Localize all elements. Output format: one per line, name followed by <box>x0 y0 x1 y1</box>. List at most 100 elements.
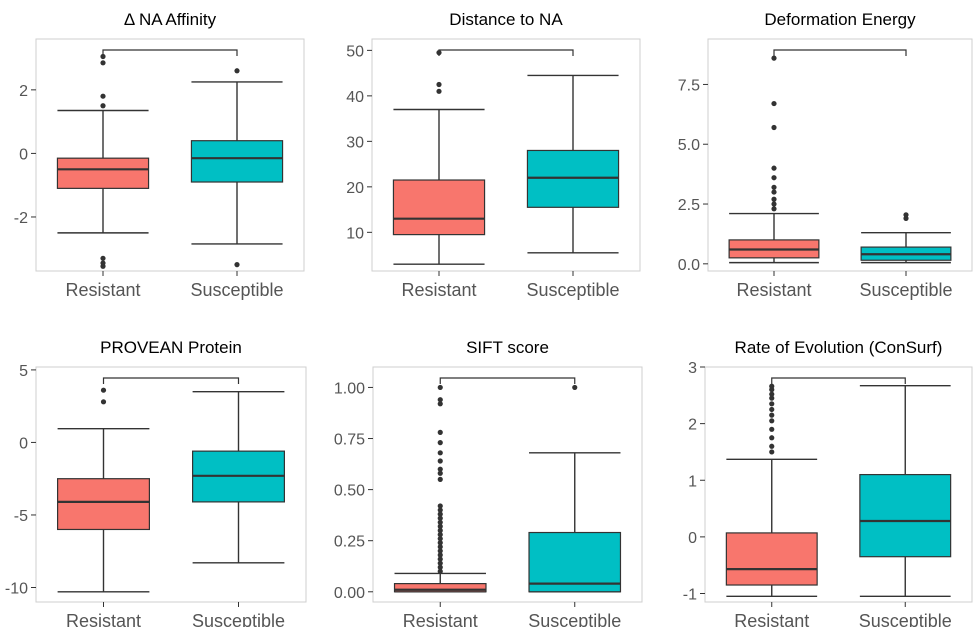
outlier-point <box>234 262 240 268</box>
significance-bracket <box>102 49 238 56</box>
panel: PROVEAN Protein -10 -5 0 5 Resistant Susceptib… <box>5 338 307 627</box>
outlier-point <box>437 384 443 391</box>
panel-title: Deformation Energy <box>764 10 916 29</box>
outlier-point <box>100 255 106 261</box>
y-tick-label: 0 <box>19 435 28 452</box>
outlier-point <box>437 511 443 517</box>
box-resistant <box>392 50 486 265</box>
outlier-point <box>769 383 775 389</box>
outlier-point <box>437 540 443 546</box>
outlier-point <box>437 503 443 509</box>
outlier-point <box>437 458 443 464</box>
outlier-point <box>771 206 777 212</box>
outlier-point <box>437 523 443 529</box>
panel: Δ NA Affinity -2 0 2 Resistant Susceptible <box>14 10 305 300</box>
outlier-point <box>771 55 777 61</box>
y-tick-label: -10 <box>5 580 28 597</box>
x-tick-label: Susceptible <box>190 280 283 300</box>
significance-bracket <box>771 377 906 384</box>
y-tick-label: -5 <box>14 508 28 525</box>
box-susceptible <box>528 384 622 593</box>
outlier-point <box>437 507 443 513</box>
outlier-point <box>771 196 777 202</box>
y-tick-label: 0.00 <box>334 585 365 602</box>
x-tick-label: Resistant <box>66 611 141 627</box>
outlier-point <box>437 560 443 566</box>
outlier-point <box>437 556 443 562</box>
outlier-point <box>769 435 775 441</box>
outlier-point <box>437 552 443 558</box>
box-resistant <box>393 384 487 593</box>
box-susceptible <box>859 384 952 598</box>
iqr-box <box>725 532 818 586</box>
x-tick-label: Resistant <box>736 280 811 300</box>
outlier-point <box>771 100 777 107</box>
outlier-point <box>769 406 775 413</box>
outlier-point <box>771 175 777 181</box>
iqr-box <box>526 149 620 208</box>
outlier-point <box>100 387 107 393</box>
outlier-point <box>769 391 775 397</box>
y-tick-label: 0.0 <box>678 257 700 274</box>
outlier-point <box>769 426 775 432</box>
outlier-point <box>234 68 240 74</box>
iqr-box <box>392 179 486 236</box>
outlier-point <box>436 81 442 88</box>
y-tick-label: 3 <box>688 360 697 377</box>
outlier-point <box>100 399 107 405</box>
x-tick-label: Susceptible <box>192 611 285 627</box>
outlier-point <box>436 50 442 56</box>
outlier-point <box>769 443 775 449</box>
outlier-point <box>769 395 775 401</box>
outlier-point <box>771 184 777 190</box>
box-resistant <box>725 383 818 598</box>
outlier-point <box>100 103 106 109</box>
iqr-box <box>56 157 150 189</box>
outlier-point <box>437 429 443 435</box>
outlier-point <box>437 544 443 550</box>
y-tick-label: 50 <box>346 43 364 60</box>
box-resistant <box>728 55 820 264</box>
significance-bracket <box>439 377 576 384</box>
y-tick-label: -2 <box>14 210 28 227</box>
x-tick-label: Susceptible <box>859 611 952 627</box>
panel: SIFT score 0.00 0.25 0.50 0.75 1.00 Resistant S… <box>334 338 643 627</box>
outlier-point <box>771 201 777 207</box>
outlier-point <box>771 189 777 195</box>
outlier-point <box>572 384 578 391</box>
box-susceptible <box>526 74 620 254</box>
panel-title: Δ NA Affinity <box>124 10 217 29</box>
panel: Rate of Evolution (ConSurf) -1 0 1 2 3 Resista… <box>683 338 973 627</box>
outlier-point <box>769 412 775 418</box>
x-tick-label: Resistant <box>401 280 476 300</box>
outlier-point <box>437 564 443 570</box>
y-tick-label: 7.5 <box>678 77 700 94</box>
x-tick-label: Resistant <box>734 611 809 627</box>
outlier-point <box>437 519 443 525</box>
outlier-point <box>771 165 777 171</box>
outlier-point <box>437 531 443 538</box>
y-tick-label: 20 <box>346 180 364 197</box>
outlier-point <box>437 568 443 574</box>
box-resistant <box>56 387 151 593</box>
outlier-point <box>437 515 443 521</box>
iqr-box <box>528 531 622 593</box>
y-tick-label: 2 <box>19 83 28 100</box>
outlier-point <box>437 527 443 534</box>
outlier-point <box>437 466 443 472</box>
outlier-point <box>437 397 443 403</box>
y-tick-label: 10 <box>346 225 364 242</box>
box-resistant <box>56 53 150 269</box>
significance-bracket <box>102 377 240 384</box>
iqr-box <box>56 478 151 531</box>
outlier-point <box>771 124 777 131</box>
x-tick-label: Resistant <box>403 611 478 627</box>
outlier-point <box>100 263 106 269</box>
panel: Distance to NA 10 20 30 40 50 Resistant Suscept… <box>346 10 641 300</box>
outlier-point <box>437 548 443 554</box>
y-tick-label: 5 <box>19 363 28 380</box>
x-tick-label: Susceptible <box>859 280 952 300</box>
iqr-box <box>393 583 487 593</box>
outlier-point <box>437 536 443 542</box>
